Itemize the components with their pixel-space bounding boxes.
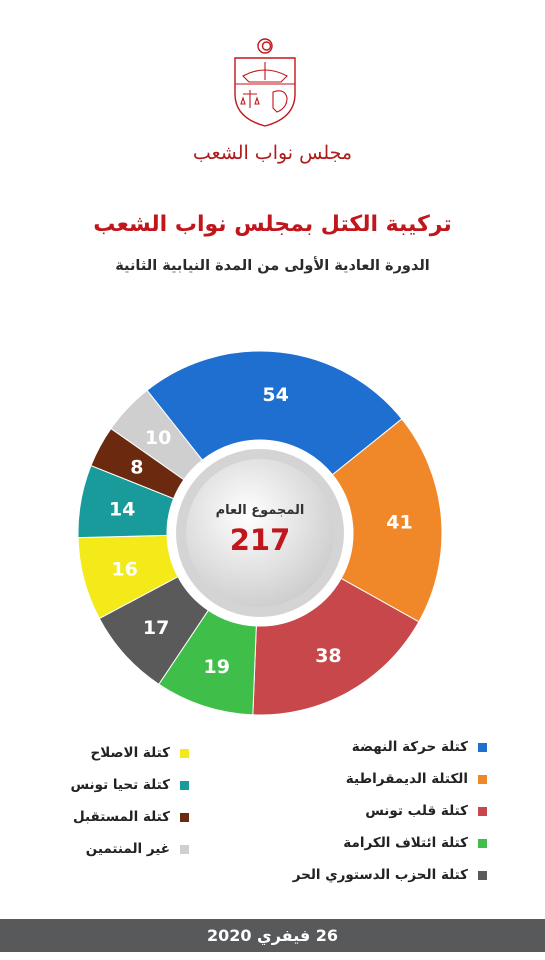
slice-value-label-1: 41 xyxy=(386,511,412,533)
legend-item: كتلة الاصلاح xyxy=(70,737,189,769)
page-title: تركيبة الكتل بمجلس نواب الشعب xyxy=(93,212,452,237)
legend-swatch xyxy=(180,780,189,790)
legend-item: الكتلة الديمقراطية xyxy=(293,763,487,795)
legend-label: كتلة قلب تونس xyxy=(365,803,468,819)
legend-swatch xyxy=(180,812,189,822)
page-subtitle: الدورة العادية الأولى من المدة النيابية … xyxy=(115,258,430,274)
footer-date-bar: 26 فيفري 2020 xyxy=(0,919,545,952)
donut-chart: 54 41 38 19 17 16 14 810 المجموع العام 217 xyxy=(77,350,443,716)
slice-value-label-8: 10 xyxy=(145,427,171,449)
legend-label: كتلة الاصلاح xyxy=(90,745,170,761)
total-label: المجموع العام xyxy=(216,503,305,518)
legend-label: كتلة ائتلاف الكرامة xyxy=(343,835,468,851)
center-disc xyxy=(186,459,334,607)
slice-value-label-5: 16 xyxy=(111,559,137,581)
legend-swatch xyxy=(180,748,189,758)
legend-item: كتلة تحيا تونس xyxy=(70,769,189,801)
assembly-name: مجلس نواب الشعب xyxy=(192,142,353,164)
slice-value-label-6: 14 xyxy=(109,498,135,520)
slice-value-label-7: 8 xyxy=(130,456,143,478)
legend-label: كتلة تحيا تونس xyxy=(70,777,170,793)
slice-value-label-0: 54 xyxy=(262,384,288,406)
legend-swatch xyxy=(478,742,487,752)
total-value: 217 xyxy=(230,523,291,557)
slice-value-label-3: 19 xyxy=(203,656,229,678)
legend-item: غير المنتمين xyxy=(70,833,189,865)
legend-swatch xyxy=(180,844,189,854)
legend-swatch xyxy=(478,774,487,784)
footer-date: 26 فيفري 2020 xyxy=(206,926,339,945)
legend-item: كتلة قلب تونس xyxy=(293,795,487,827)
legend-swatch xyxy=(478,870,487,880)
legend-left-column: كتلة الاصلاح كتلة تحيا تونس كتلة المستقبل غ… xyxy=(70,737,189,865)
legend-label: كتلة حركة النهضة xyxy=(351,739,468,755)
slice-value-label-4: 17 xyxy=(143,617,169,639)
legend-label: كتلة الحزب الدستوري الحر xyxy=(292,867,468,883)
emblem-logo xyxy=(234,38,296,127)
legend-item: كتلة ائتلاف الكرامة xyxy=(293,827,487,859)
chart-slice-labels: 54 41 38 19 17 16 14 810 xyxy=(109,384,413,678)
legend-item: كتلة حركة النهضة xyxy=(293,731,487,763)
legend-label: كتلة المستقبل xyxy=(72,809,170,825)
legend-swatch xyxy=(478,806,487,816)
slice-value-label-2: 38 xyxy=(315,645,341,667)
chart-slices xyxy=(77,350,443,716)
legend-swatch xyxy=(478,838,487,848)
legend-item: كتلة المستقبل xyxy=(70,801,189,833)
legend-label: الكتلة الديمقراطية xyxy=(345,771,468,787)
legend-item: كتلة الحزب الدستوري الحر xyxy=(293,859,487,891)
legend-label: غير المنتمين xyxy=(85,841,170,857)
legend-right-column: كتلة حركة النهضة الكتلة الديمقراطية كتلة ق… xyxy=(293,731,487,891)
